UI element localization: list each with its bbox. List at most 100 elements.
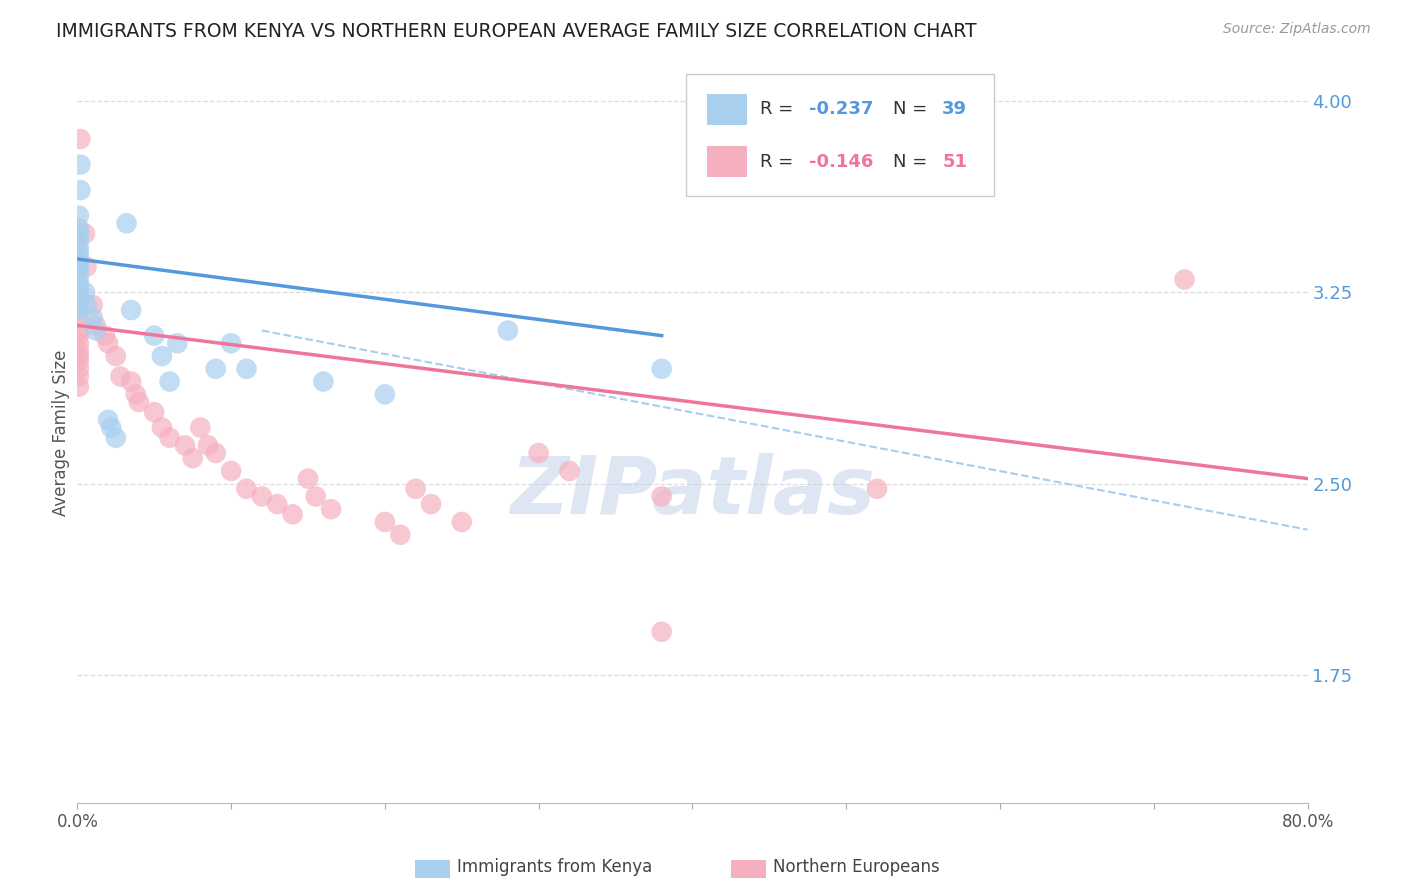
Point [866, 482, 889, 496]
Point [82, 310, 104, 325]
Point [159, 431, 181, 445]
Text: -0.146: -0.146 [810, 153, 873, 171]
Bar [707, 95, 747, 126]
Point [94, 328, 117, 343]
Point [496, 324, 519, 338]
Point [67, 242, 90, 256]
Point [651, 361, 673, 376]
Bar [707, 146, 747, 178]
Text: 39: 39 [942, 100, 967, 118]
Point [374, 515, 396, 529]
Text: 51: 51 [942, 153, 967, 171]
Point [67, 247, 90, 261]
FancyBboxPatch shape [686, 73, 994, 195]
Point [150, 349, 173, 363]
Point [67, 310, 90, 325]
Point [67, 293, 90, 307]
Point [67, 277, 90, 292]
Point [389, 527, 412, 541]
Point [67, 265, 90, 279]
Point [125, 387, 148, 401]
Point [159, 375, 181, 389]
Point [405, 482, 427, 496]
Point [67, 369, 90, 384]
Point [250, 490, 273, 504]
Y-axis label: Average Family Size: Average Family Size [52, 350, 70, 516]
Point [67, 328, 90, 343]
Point [67, 379, 90, 393]
Point [67, 283, 90, 297]
Point [67, 227, 90, 241]
Text: IMMIGRANTS FROM KENYA VS NORTHERN EUROPEAN AVERAGE FAMILY SIZE CORRELATION CHART: IMMIGRANTS FROM KENYA VS NORTHERN EUROPE… [56, 22, 977, 41]
Point [67, 324, 90, 338]
Point [73, 285, 96, 300]
Point [235, 361, 257, 376]
Point [67, 293, 90, 307]
Point [651, 490, 673, 504]
Point [120, 303, 142, 318]
Point [312, 375, 335, 389]
Point [67, 336, 90, 351]
Point [110, 369, 132, 384]
Point [651, 624, 673, 639]
Text: Immigrants from Kenya: Immigrants from Kenya [457, 858, 652, 876]
Point [374, 387, 396, 401]
Point [115, 216, 138, 230]
Point [297, 472, 319, 486]
Point [166, 336, 188, 351]
Point [84, 324, 107, 338]
Point [67, 221, 90, 235]
Text: R =: R = [761, 100, 799, 118]
Point [204, 361, 226, 376]
Point [100, 420, 122, 434]
Point [143, 328, 166, 343]
Text: -0.237: -0.237 [810, 100, 873, 118]
Point [150, 420, 173, 434]
Point [420, 497, 443, 511]
Point [219, 464, 242, 478]
Point [67, 361, 90, 376]
Point [319, 502, 342, 516]
Text: Northern Europeans: Northern Europeans [773, 858, 941, 876]
Point [69, 157, 91, 171]
Text: N =: N = [893, 100, 934, 118]
Point [67, 260, 90, 274]
Text: Source: ZipAtlas.com: Source: ZipAtlas.com [1223, 22, 1371, 37]
Point [527, 446, 550, 460]
Point [128, 395, 150, 409]
Point [67, 285, 90, 300]
Point [97, 336, 120, 351]
Point [67, 234, 90, 248]
Text: R =: R = [761, 153, 799, 171]
Point [84, 318, 107, 333]
Text: ZIPatlas: ZIPatlas [510, 453, 875, 531]
Point [450, 515, 472, 529]
Point [69, 132, 91, 146]
Point [143, 405, 166, 419]
Point [305, 490, 328, 504]
Point [67, 343, 90, 358]
Point [97, 413, 120, 427]
Point [67, 209, 90, 223]
Point [67, 354, 90, 368]
Point [204, 446, 226, 460]
Point [67, 257, 90, 271]
Point [558, 464, 581, 478]
Point [1174, 272, 1197, 286]
Point [76, 298, 98, 312]
Point [197, 438, 219, 452]
Point [120, 375, 142, 389]
Point [104, 431, 127, 445]
Point [181, 451, 204, 466]
Point [67, 303, 90, 318]
Point [188, 420, 212, 434]
Point [73, 227, 96, 241]
Point [219, 336, 242, 351]
Point [174, 438, 197, 452]
Point [104, 349, 127, 363]
Point [266, 497, 288, 511]
Point [281, 508, 304, 522]
Point [76, 260, 98, 274]
Point [67, 272, 90, 286]
Point [235, 482, 257, 496]
